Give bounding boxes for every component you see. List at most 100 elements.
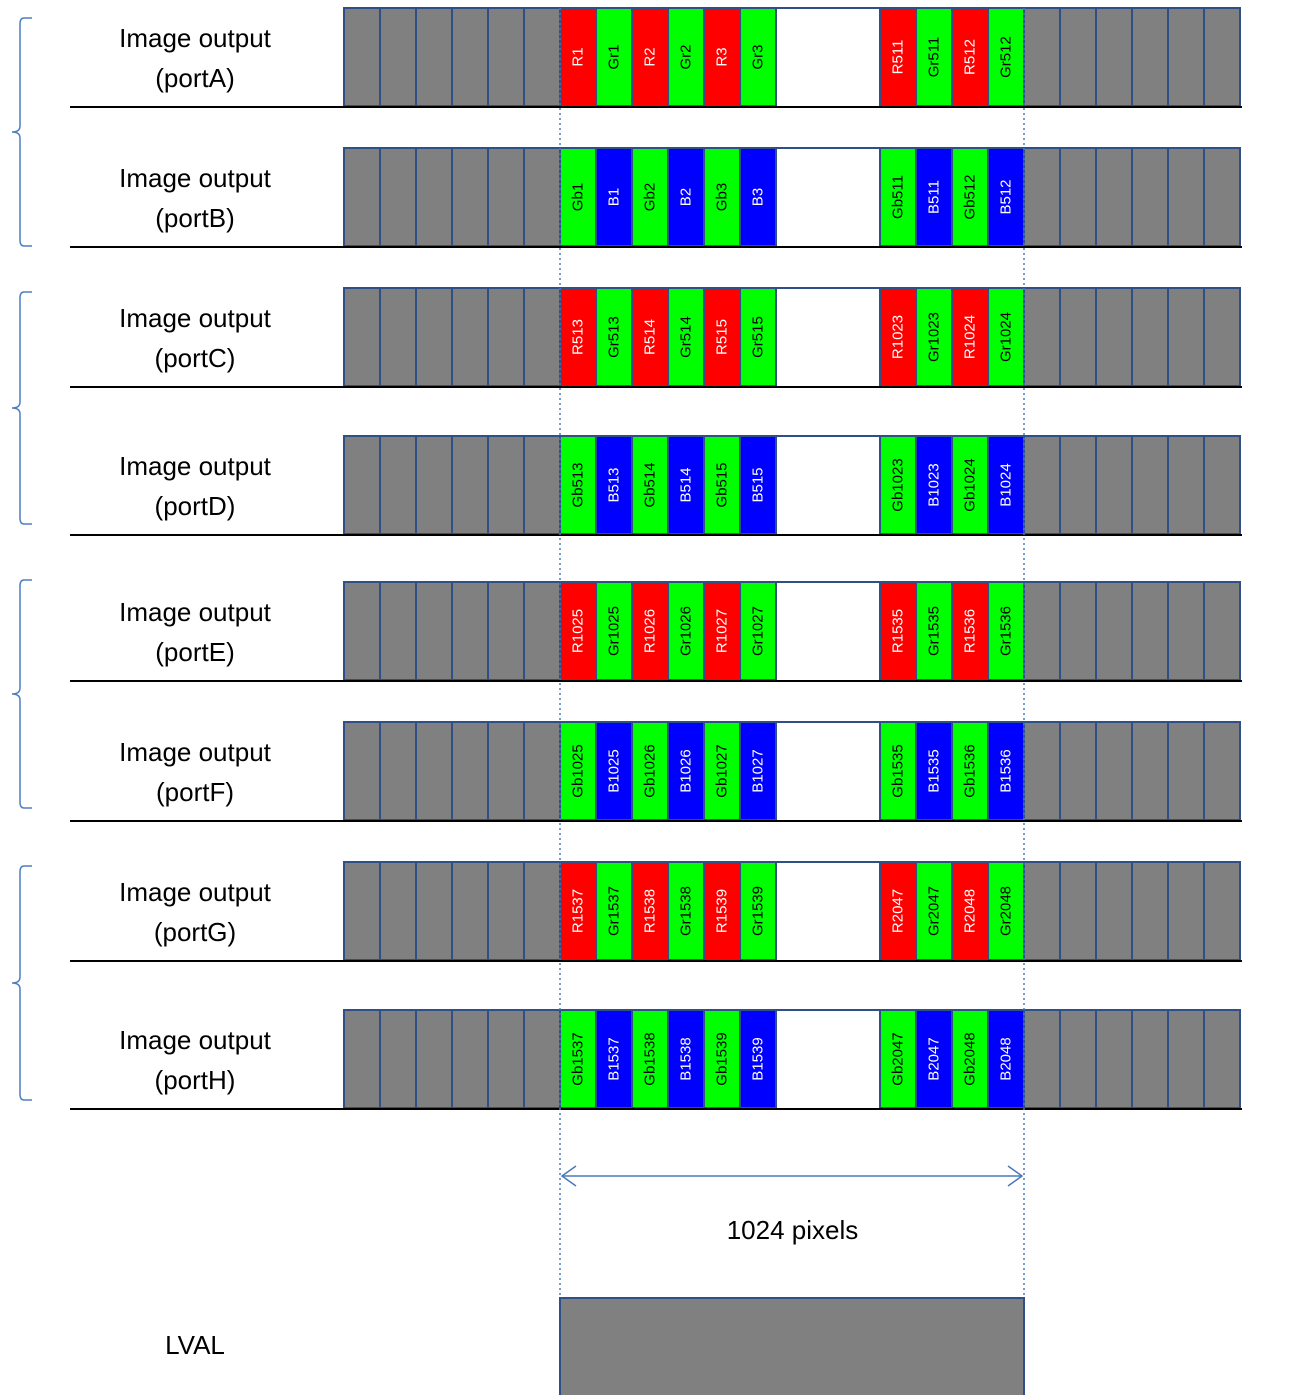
row-portb-label-line1: Image output (119, 163, 271, 193)
lval-block (559, 1297, 1025, 1399)
row-portd-pixel-cell-4-label: B514 (678, 467, 695, 502)
row-porta-gray-right-cell-5 (1167, 7, 1205, 107)
row-portc-pixel-cell-2-label: Gr513 (606, 316, 623, 358)
row-porth-pixel-cell-end-2 (915, 1009, 953, 1109)
row-porth-label-line2: (portH) (154, 1065, 236, 1095)
row-porte-pixel-cell-end-2-label: Gr1535 (926, 606, 943, 656)
row-portc-pixel-cell-4 (667, 287, 705, 387)
row-portb-gray-right-cell-2 (1059, 147, 1097, 247)
row-porth-pixel-cell-2-label: B1537 (606, 1037, 623, 1080)
row-porta-pixel-cell-2-label: Gr1 (606, 44, 623, 69)
row-portg-pixel-cell-6-label: Gr1539 (750, 886, 767, 936)
row-porte-gray-right-cell-2 (1059, 581, 1097, 681)
row-portb-pixel-cell-end-4 (987, 147, 1025, 247)
row-portf-pixel-cell-end-1 (879, 721, 917, 821)
row-porta-gray-left-cell-1 (343, 7, 381, 107)
row-portd-pixel-cell-1 (559, 435, 597, 535)
row-portg-gray-left-cell-2 (379, 861, 417, 961)
row-portd-label-line1: Image output (119, 451, 271, 481)
row-portg-pixel-cell-3 (631, 861, 669, 961)
row-porth-label: Image output (portH) (80, 1020, 310, 1100)
row-portb-gray-left-cell-2 (379, 147, 417, 247)
row-porta-gray-left-cell-3 (415, 7, 453, 107)
row-portd-pixel-cell-5 (703, 435, 741, 535)
row-porte-pixel-cell-2 (595, 581, 633, 681)
row-portd-gray-left-cell-4 (451, 435, 489, 535)
row-porth-pixel-cell-5 (703, 1009, 741, 1109)
row-porte-pixel-cell-end-1 (879, 581, 917, 681)
row-portf-pixel-cell-end-2 (915, 721, 953, 821)
row-portf-pixel-cell-end-4-label: B1536 (998, 749, 1015, 792)
row-portg-pixel-cell-end-2-label: Gr2047 (926, 886, 943, 936)
row-portg-pixel-cell-2-label: Gr1537 (606, 886, 623, 936)
row-porth-pixel-cell-4 (667, 1009, 705, 1109)
row-porth-gray-left-cell-6 (523, 1009, 561, 1109)
row-portb-pixel-cell-end-2-label: B511 (926, 180, 943, 214)
row-porth-pixel-cell-2 (595, 1009, 633, 1109)
row-porta-pixel-cell-6-label: Gr3 (750, 44, 767, 69)
row-portc-gray-left-cell-2 (379, 287, 417, 387)
row-porte-pixel-cell-4 (667, 581, 705, 681)
row-portb-gray-right-cell-1 (1023, 147, 1061, 247)
row-portg-gray-right-cell-4 (1131, 861, 1169, 961)
row-portd-pixel-cell-6-label: B515 (750, 467, 767, 502)
row-portc-pixel-cell-end-1 (879, 287, 917, 387)
pair-brace-4 (11, 865, 32, 1101)
row-portg-label: Image output (portG) (80, 872, 310, 952)
row-porth-gray-left-cell-4 (451, 1009, 489, 1109)
row-portb-pixel-cell-6-label: B3 (750, 188, 767, 206)
row-portb-pixel-cell-4-label: B2 (678, 188, 695, 206)
row-porth-gray-left-cell-2 (379, 1009, 417, 1109)
row-porte-label-line1: Image output (119, 597, 271, 627)
row-portd-gray-left-cell-1 (343, 435, 381, 535)
row-porta-label-line1: Image output (119, 23, 271, 53)
row-portf-pixel-cell-end-1-label: Gb1535 (890, 744, 907, 797)
row-portc-pixel-cell-end-4-label: Gr1024 (998, 312, 1015, 362)
row-portg-gray-left-cell-1 (343, 861, 381, 961)
row-porte-pixel-cell-end-4-label: Gr1536 (998, 606, 1015, 656)
row-porta-gray-left-cell-6 (523, 7, 561, 107)
row-portd-pixel-cell-1-label: Gb513 (570, 462, 587, 507)
row-portb-pixel-cell-5-label: Gb3 (714, 183, 731, 211)
row-porth-pixel-cell-end-3-label: Gb2048 (962, 1032, 979, 1085)
row-portb-gray-right-cell-6 (1203, 147, 1241, 247)
row-porta-gray-right-cell-2 (1059, 7, 1097, 107)
row-portc-pixel-cell-end-3-label: R1024 (962, 315, 979, 359)
row-portd-label-line2: (portD) (154, 491, 236, 521)
row-portd-pixel-cell-end-2-label: B1023 (926, 463, 943, 506)
row-portg-pixel-cell-5-label: R1539 (714, 889, 731, 933)
row-porte-pixel-cell-4-label: Gr1026 (678, 606, 695, 656)
row-portc-pixel-cell-end-2-label: Gr1023 (926, 312, 943, 362)
row-portg-gray-left-cell-6 (523, 861, 561, 961)
row-porte-gray-right-cell-5 (1167, 581, 1205, 681)
row-porta-label-line2: (portA) (155, 63, 235, 93)
row-portd-pixel-cell-2-label: B513 (606, 467, 623, 502)
row-portg-pixel-cell-end-4-label: Gr2048 (998, 886, 1015, 936)
row-portc-gray-right-cell-4 (1131, 287, 1169, 387)
row-portb-gray-right-cell-4 (1131, 147, 1169, 247)
row-porte-pixel-cell-6 (739, 581, 777, 681)
row-portf-gray-left-cell-3 (415, 721, 453, 821)
row-porte-gray-right-cell-1 (1023, 581, 1061, 681)
row-porta-gray-left-cell-2 (379, 7, 417, 107)
row-portb-gray-left-cell-1 (343, 147, 381, 247)
row-portb-pixel-cell-end-3 (951, 147, 989, 247)
row-porta-label: Image output (portA) (80, 18, 310, 98)
row-porta-pixel-cell-4-label: Gr2 (678, 44, 695, 69)
row-porta-gray-right-cell-3 (1095, 7, 1133, 107)
row-porta-pixel-cell-1-label: R1 (570, 47, 587, 66)
row-porte-pixel-cell-end-3-label: R1536 (962, 609, 979, 653)
row-portd-gray-right-cell-3 (1095, 435, 1133, 535)
row-portf-pixel-cell-end-3-label: Gb1536 (962, 744, 979, 797)
row-porta-pixel-cell-5-label: R3 (714, 47, 731, 66)
row-portf-label-line2: (portF) (156, 777, 234, 807)
row-portd-pixel-cell-end-2 (915, 435, 953, 535)
row-portb-pixel-cell-end-1-label: Gb511 (890, 175, 907, 219)
row-portc-gray-left-cell-4 (451, 287, 489, 387)
row-porte-gray-left-cell-2 (379, 581, 417, 681)
row-portc-pixel-cell-1-label: R513 (570, 319, 587, 355)
row-porta-gray-right-cell-4 (1131, 7, 1169, 107)
row-portf-pixel-cell-1 (559, 721, 597, 821)
row-portc-pixel-cell-6 (739, 287, 777, 387)
